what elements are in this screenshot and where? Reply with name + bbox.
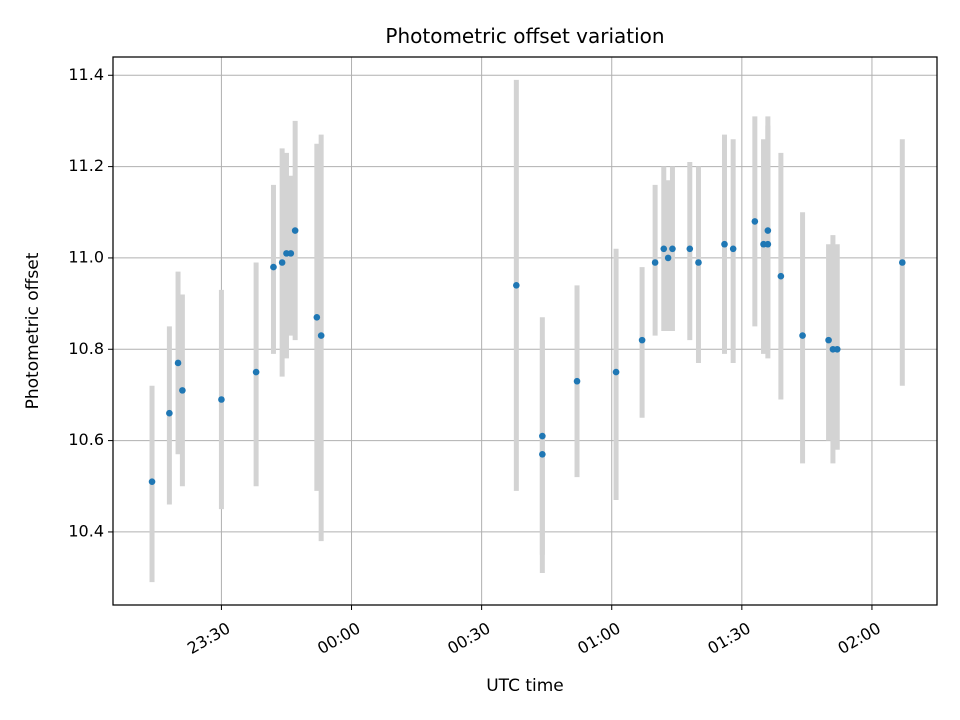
data-point: [777, 272, 785, 280]
y-tick-label: 11.4: [68, 65, 104, 84]
data-point: [252, 368, 260, 376]
data-point: [317, 332, 325, 339]
data-point: [833, 345, 841, 353]
data-point: [695, 259, 702, 266]
y-tick-label: 11.0: [68, 247, 104, 266]
data-points: [148, 218, 906, 486]
chart-title: Photometric offset variation: [385, 24, 664, 48]
grid: [113, 57, 937, 605]
y-tick-label: 11.2: [68, 156, 104, 175]
data-point: [166, 409, 173, 417]
y-tick-label: 10.8: [68, 339, 104, 358]
axis-ticks: 23:30 00:00 00:30 01:00 01:30 02:0010.410.610…: [68, 65, 884, 658]
data-point: [313, 314, 321, 321]
data-point: [573, 377, 581, 385]
data-point: [539, 432, 546, 440]
data-point: [278, 259, 286, 266]
data-point: [218, 396, 225, 403]
data-point: [751, 218, 759, 225]
data-point: [638, 336, 646, 344]
data-point: [660, 245, 668, 253]
data-point: [721, 240, 728, 248]
data-point: [148, 478, 156, 486]
data-point: [825, 336, 832, 344]
data-point: [669, 245, 676, 253]
data-point: [174, 359, 182, 367]
y-axis-label: Photometric offset: [23, 252, 43, 409]
data-point: [270, 263, 277, 271]
data-point: [729, 245, 737, 253]
data-point: [287, 250, 295, 257]
data-point: [539, 451, 546, 458]
plot-frame: [112, 56, 938, 606]
data-point: [513, 282, 520, 289]
data-point: [686, 245, 694, 253]
data-point: [179, 387, 186, 394]
data-point: [291, 227, 299, 234]
x-axis-label: UTC time: [486, 676, 564, 696]
data-point: [764, 240, 772, 248]
data-point: [651, 259, 659, 266]
data-point: [612, 368, 620, 376]
data-point: [799, 332, 806, 339]
data-point: [664, 254, 672, 262]
data-point: [764, 227, 772, 234]
data-point: [899, 259, 906, 266]
y-tick-label: 10.4: [68, 521, 104, 540]
y-tick-label: 10.6: [68, 430, 104, 449]
